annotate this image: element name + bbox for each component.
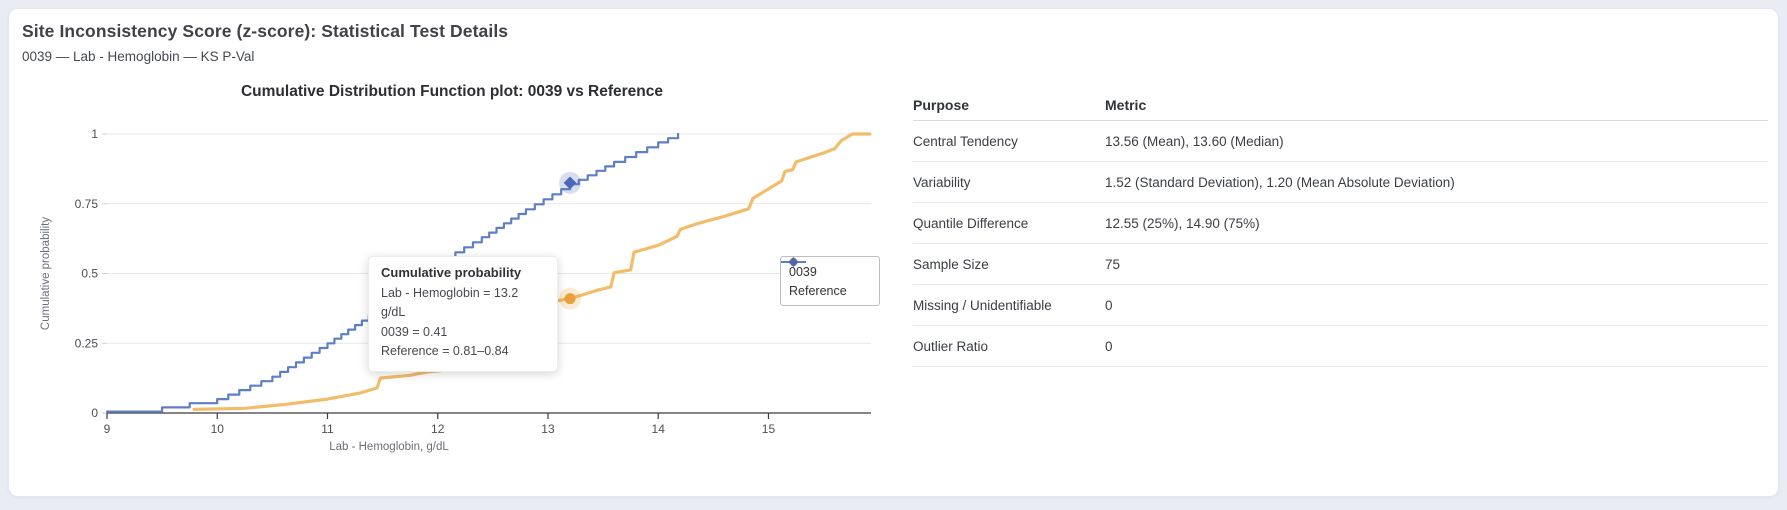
x-axis-label: 13: [541, 422, 555, 436]
table-row: Central Tendency 13.56 (Mean), 13.60 (Me…: [913, 121, 1768, 162]
table-row: Outlier Ratio 0: [913, 326, 1768, 367]
x-axis-label: 12: [431, 422, 445, 436]
legend-label: 0039: [789, 264, 817, 279]
row-metric: 0: [1105, 338, 1113, 354]
x-axis-label: 11: [321, 422, 334, 436]
x-axis-label: 15: [762, 422, 776, 436]
row-purpose: Central Tendency: [913, 133, 1018, 149]
row-metric: 13.56 (Mean), 13.60 (Median): [1105, 133, 1284, 149]
chart-legend: 0039 Reference: [780, 256, 880, 306]
series-0039-curve[interactable]: [192, 132, 872, 411]
table-row: Quantile Difference 12.55 (25%), 14.90 (…: [913, 203, 1768, 244]
legend-label: Reference: [789, 283, 847, 298]
statistics-table: Purpose Metric Central Tendency 13.56 (M…: [913, 90, 1768, 367]
row-metric: 0: [1105, 297, 1113, 313]
highlight-marker-circle[interactable]: [564, 293, 576, 305]
y-axis-label: 0.5: [81, 267, 98, 281]
chart-tooltip: Cumulative probability Lab - Hemoglobin …: [368, 256, 558, 372]
y-axis-label: 0.25: [75, 336, 99, 350]
table-header-row: Purpose Metric: [913, 90, 1768, 121]
y-axis-label: 1: [91, 127, 98, 141]
table-row: Variability 1.52 (Standard Deviation), 1…: [913, 162, 1768, 203]
row-purpose: Outlier Ratio: [913, 338, 989, 354]
tooltip-line-reference: Reference = 0.81–0.84: [381, 344, 509, 359]
page-subtitle: 0039 — Lab - Hemoglobin — KS P-Val: [22, 49, 255, 64]
row-purpose: Quantile Difference: [913, 215, 1029, 231]
y-axis-label: 0: [91, 406, 98, 420]
row-purpose: Missing / Unidentifiable: [913, 297, 1052, 313]
row-metric: 1.52 (Standard Deviation), 1.20 (Mean Ab…: [1105, 174, 1455, 190]
x-axis-title: Lab - Hemoglobin, g/dL: [329, 441, 449, 453]
x-axis-label: 10: [211, 422, 225, 436]
chart-title: Cumulative Distribution Function plot: 0…: [240, 83, 664, 100]
table-header-metric: Metric: [1105, 97, 1147, 113]
tooltip-line-x: Lab - Hemoglobin = 13.2 g/dL: [381, 286, 519, 320]
tooltip-title: Cumulative probability: [381, 265, 522, 280]
legend-marker-reference-icon: [781, 257, 806, 267]
legend-item-reference[interactable]: Reference: [781, 257, 871, 300]
table-header-purpose: Purpose: [913, 97, 970, 113]
cdf-chart: 0 0.25 0.5 0.75 1 9 10 11 12 13 14 15 Lab - Hemoglob…: [9, 63, 901, 483]
row-metric: 12.55 (25%), 14.90 (75%): [1105, 215, 1260, 231]
table-row: Missing / Unidentifiable 0: [913, 285, 1768, 326]
y-axis-title: Cumulative probability: [40, 217, 52, 330]
table-row: Sample Size 75: [913, 244, 1768, 285]
row-purpose: Sample Size: [913, 256, 989, 272]
page-title: Site Inconsistency Score (z-score): Stat…: [22, 21, 509, 41]
row-purpose: Variability: [913, 174, 971, 190]
row-metric: 75: [1105, 256, 1121, 272]
x-axis-label: 14: [652, 422, 666, 436]
details-card: Site Inconsistency Score (z-score): Stat…: [8, 8, 1779, 497]
x-axis-label: 9: [104, 422, 111, 436]
y-axis-label: 0.75: [75, 197, 99, 211]
tooltip-line-0039: 0039 = 0.41: [381, 324, 448, 339]
